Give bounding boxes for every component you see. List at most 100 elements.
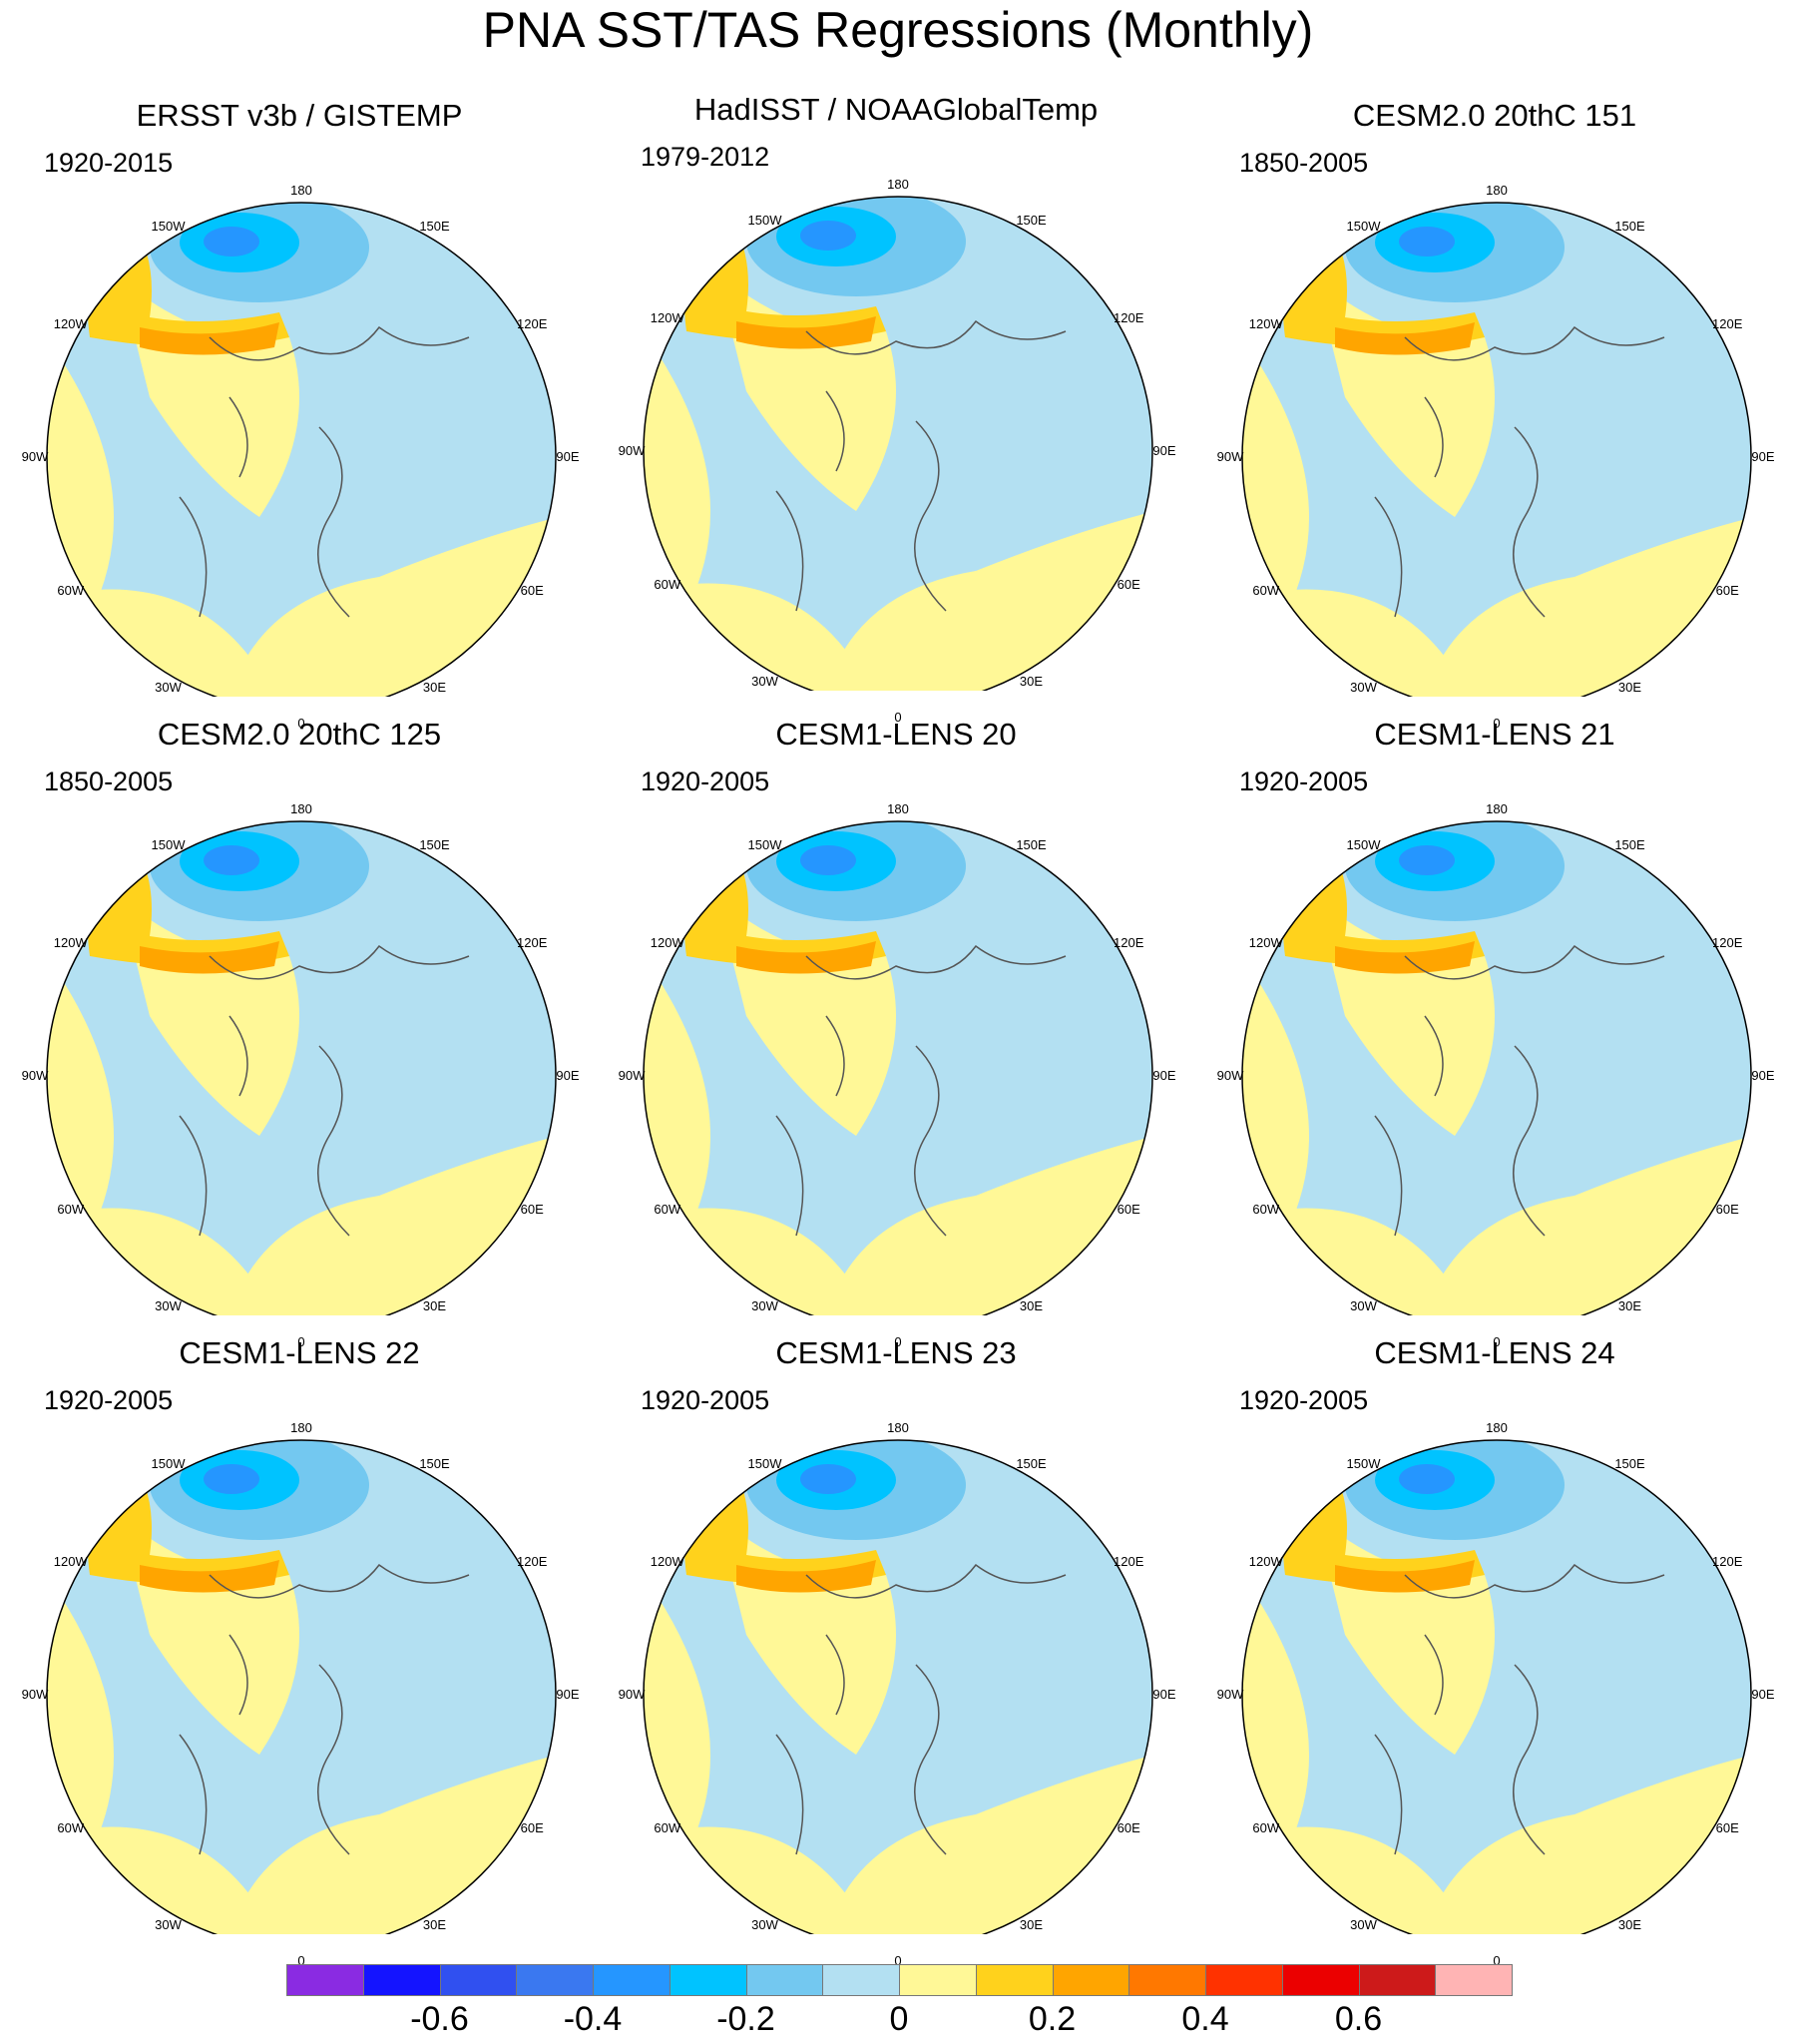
longitude-label: 150W [747,212,782,228]
longitude-label: 150W [1346,836,1381,852]
longitude-label: 60E [1117,576,1140,592]
colorbar-swatch [1052,1964,1130,1996]
longitude-label: 90E [1751,1687,1775,1702]
longitude-label: 150W [1346,218,1381,234]
longitude-label: 150E [1614,836,1645,852]
longitude-label: 120W [53,315,88,331]
colorbar-swatch [1435,1964,1513,1996]
longitude-label: 90W [21,1687,49,1702]
colorbar-swatch [516,1964,594,1996]
longitude-label: 30E [1617,1298,1642,1314]
map-panel-7: CESM1-LENS 22 1920-2005 180 150E 120E 90E 60E… [0,1335,599,1968]
colorbar-swatch [822,1964,900,1996]
longitude-label: 30W [1350,680,1377,696]
longitude-label: 90W [1216,1068,1244,1083]
longitude-label: 30W [751,1917,778,1933]
longitude-label: 150W [747,836,782,852]
longitude-label: 180 [887,177,909,192]
longitude-label: 60E [1117,1201,1140,1217]
longitude-label: 60W [1252,582,1280,598]
longitude-label: 150E [1016,1455,1047,1471]
longitude-label: 90W [21,1068,49,1083]
colorbar-tick-label: -0.2 [716,2000,775,2038]
longitude-label: 60E [1715,582,1739,598]
longitude-label: 30W [751,1298,778,1314]
longitude-label: 150E [419,1455,450,1471]
longitude-label: 90E [1751,1068,1775,1083]
longitude-label: 150E [1016,836,1047,852]
longitude-label: 30E [422,1298,447,1314]
longitude-label: 150E [1016,212,1047,228]
colorbar-tick-label: 0 [889,2000,909,2038]
longitude-label: 0 [1493,716,1501,731]
longitude-label: 0 [894,710,902,725]
longitude-label: 30E [1617,680,1642,696]
longitude-label: 30W [155,1298,182,1314]
colorbar-swatch [1205,1964,1283,1996]
longitude-label: 90E [1152,1068,1176,1083]
longitude-label: 90W [1216,449,1244,464]
panel-title: CESM1-LENS 23 [775,1335,1017,1370]
longitude-label: 180 [887,1420,909,1435]
panel-title: CESM1-LENS 24 [1374,1335,1615,1370]
longitude-label: 150E [419,218,450,234]
map-panel-9: CESM1-LENS 24 1920-2005 180 150E 120E 90E 60E… [1195,1335,1794,1968]
period-label: 1920-2005 [641,766,770,796]
map-panel-3: CESM2.0 20thC 151 1850-2005 180 150E 120E 90… [1195,98,1794,731]
longitude-label: 60W [1252,1201,1280,1217]
polar-map [643,1439,1153,1934]
longitude-label: 120W [650,934,684,950]
map-panel-8: CESM1-LENS 23 1920-2005 180 150E 120E 90E 60E… [597,1335,1195,1968]
longitude-label: 180 [1486,183,1508,198]
colorbar-tick-label: -0.6 [410,2000,469,2038]
longitude-label: 120E [1114,934,1144,950]
period-label: 1920-2005 [1239,1385,1369,1415]
longitude-label: 120E [1712,934,1743,950]
longitude-label: 90W [618,1068,646,1083]
longitude-label: 180 [887,801,909,816]
period-label: 1920-2005 [641,1385,770,1415]
colorbar-swatch [745,1964,824,1996]
longitude-label: 60W [654,576,681,592]
polar-map [643,820,1153,1315]
longitude-label: 60E [1715,1819,1739,1835]
longitude-label: 30W [751,674,778,690]
longitude-label: 90E [1751,449,1775,464]
longitude-label: 120W [650,1553,684,1569]
colorbar-tick-label: 0.2 [1028,2000,1077,2038]
longitude-label: 60W [654,1819,681,1835]
longitude-label: 120W [1248,1553,1283,1569]
longitude-label: 120E [517,1553,548,1569]
longitude-label: 150W [151,218,186,234]
polar-map [643,196,1153,691]
period-label: 1920-2005 [44,1385,174,1415]
longitude-label: 60W [57,582,85,598]
longitude-label: 120W [53,1553,88,1569]
longitude-label: 30E [1019,1917,1044,1933]
longitude-label: 90W [21,449,49,464]
panel-title: CESM2.0 20thC 125 [157,717,442,752]
period-label: 1850-2005 [1239,148,1369,178]
colorbar-swatch [1281,1964,1360,1996]
longitude-label: 60E [1117,1819,1140,1835]
longitude-label: 120W [53,934,88,950]
map-panel-6: CESM1-LENS 21 1920-2005 180 150E 120E 90E 60E… [1195,717,1794,1349]
longitude-label: 0 [1493,1953,1501,1968]
map-panel-5: CESM1-LENS 20 1920-2005 180 150E 120E 90E 60E… [597,717,1195,1349]
longitude-label: 120W [1248,934,1283,950]
longitude-label: 0 [297,1953,305,1968]
longitude-label: 150W [151,1455,186,1471]
longitude-label: 90E [556,1687,580,1702]
period-label: 1920-2015 [44,148,174,178]
longitude-label: 30W [1350,1917,1377,1933]
longitude-label: 180 [290,1420,312,1435]
colorbar-swatch [669,1964,747,1996]
longitude-label: 0 [894,1953,902,1968]
longitude-label: 120E [1712,315,1743,331]
longitude-label: 120E [1712,1553,1743,1569]
colorbar-tick-label: 0.6 [1334,2000,1383,2038]
period-label: 1850-2005 [44,766,174,796]
longitude-label: 30W [155,1917,182,1933]
longitude-label: 90E [556,1068,580,1083]
longitude-label: 30E [1019,1298,1044,1314]
